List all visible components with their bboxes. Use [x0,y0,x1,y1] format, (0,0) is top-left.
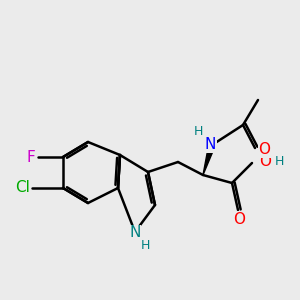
Text: H: H [194,125,203,138]
Text: N: N [129,225,141,240]
Text: O: O [233,212,245,227]
Text: Cl: Cl [16,181,30,196]
Text: O: O [260,154,272,169]
Text: H: H [141,239,150,252]
Text: N: N [205,137,216,152]
Text: H: H [275,155,284,168]
Text: O: O [259,142,271,157]
Text: F: F [26,149,35,164]
Polygon shape [203,144,215,175]
